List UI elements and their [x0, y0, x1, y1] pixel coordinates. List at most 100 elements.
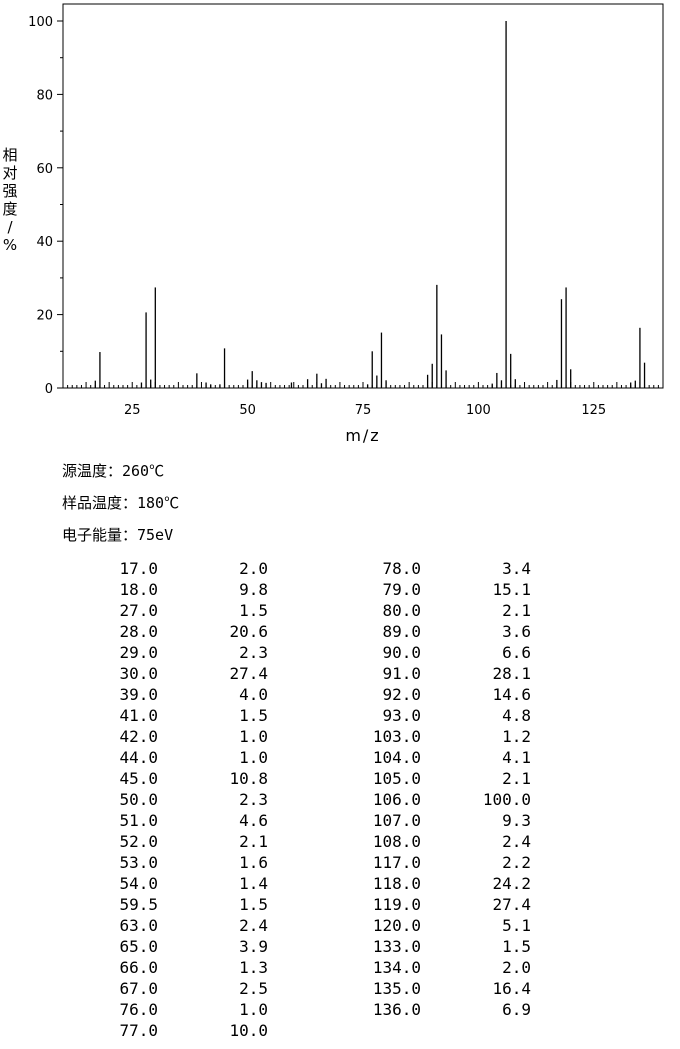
table-mz-left: 50.0	[119, 790, 158, 809]
mass-spectrum-chart: 0 20 40 60 80 100 25 50 75 100 125 m/z 相对强度/%	[2, 3, 664, 445]
table-mz-right: 133.0	[372, 937, 421, 956]
x-tick-label: 125	[581, 403, 606, 418]
y-axis-label: 相对强度/%	[2, 146, 17, 254]
table-intensity-right: 1.2	[502, 727, 531, 746]
table-mz-right: 106.0	[372, 790, 421, 809]
table-intensity-right: 16.4	[492, 979, 531, 998]
table-intensity-left: 1.0	[239, 1000, 268, 1019]
table-intensity-right: 2.2	[502, 853, 531, 872]
table-intensity-left: 20.6	[229, 622, 268, 641]
table-mz-right: 119.0	[372, 895, 421, 914]
table-intensity-right: 2.4	[502, 832, 531, 851]
x-tick-label: 75	[355, 403, 372, 418]
table-mz-right: 103.0	[372, 727, 421, 746]
table-intensity-right: 100.0	[482, 790, 531, 809]
table-intensity-right: 9.3	[502, 811, 531, 830]
table-intensity-right: 2.1	[502, 601, 531, 620]
source-temperature: 源温度：260℃	[62, 462, 165, 480]
y-tick-label: 60	[36, 162, 53, 177]
table-mz-left: 41.0	[119, 706, 158, 725]
table-intensity-right: 6.6	[502, 643, 531, 662]
table-mz-right: 80.0	[382, 601, 421, 620]
table-intensity-left: 2.4	[239, 916, 268, 935]
table-intensity-left: 2.3	[239, 643, 268, 662]
table-mz-right: 78.0	[382, 559, 421, 578]
table-intensity-right: 4.8	[502, 706, 531, 725]
table-mz-left: 67.0	[119, 979, 158, 998]
table-mz-right: 107.0	[372, 811, 421, 830]
table-intensity-right: 2.1	[502, 769, 531, 788]
table-intensity-left: 4.0	[239, 685, 268, 704]
table-intensity-right: 6.9	[502, 1000, 531, 1019]
table-intensity-left: 1.3	[239, 958, 268, 977]
table-mz-left: 30.0	[119, 664, 158, 683]
table-intensity-left: 1.0	[239, 727, 268, 746]
table-mz-left: 54.0	[119, 874, 158, 893]
table-intensity-left: 2.0	[239, 559, 268, 578]
table-mz-right: 93.0	[382, 706, 421, 725]
table-mz-right: 134.0	[372, 958, 421, 977]
y-tick-label: 80	[36, 88, 53, 103]
table-mz-left: 27.0	[119, 601, 158, 620]
table-intensity-right: 3.4	[502, 559, 531, 578]
table-mz-left: 53.0	[119, 853, 158, 872]
table-mz-right: 79.0	[382, 580, 421, 599]
plot-frame	[62, 3, 664, 389]
table-mz-left: 77.0	[119, 1021, 158, 1040]
table-intensity-left: 1.6	[239, 853, 268, 872]
y-tick-label: 100	[28, 15, 53, 30]
table-intensity-left: 1.4	[239, 874, 268, 893]
table-mz-left: 76.0	[119, 1000, 158, 1019]
table-intensity-left: 1.5	[239, 601, 268, 620]
table-mz-right: 108.0	[372, 832, 421, 851]
table-intensity-right: 15.1	[492, 580, 531, 599]
table-mz-left: 51.0	[119, 811, 158, 830]
table-intensity-left: 3.9	[239, 937, 268, 956]
y-tick-label: 0	[45, 382, 53, 397]
table-intensity-left: 2.1	[239, 832, 268, 851]
table-intensity-left: 10.0	[229, 1021, 268, 1040]
table-mz-right: 136.0	[372, 1000, 421, 1019]
table-mz-left: 63.0	[119, 916, 158, 935]
y-tick-label: 40	[36, 235, 53, 250]
table-mz-left: 42.0	[119, 727, 158, 746]
table-intensity-right: 3.6	[502, 622, 531, 641]
table-intensity-left: 2.5	[239, 979, 268, 998]
table-mz-right: 89.0	[382, 622, 421, 641]
table-mz-right: 118.0	[372, 874, 421, 893]
table-intensity-left: 9.8	[239, 580, 268, 599]
table-mz-right: 91.0	[382, 664, 421, 683]
table-mz-left: 65.0	[119, 937, 158, 956]
table-mz-right: 90.0	[382, 643, 421, 662]
table-intensity-right: 24.2	[492, 874, 531, 893]
table-intensity-left: 1.5	[239, 706, 268, 725]
sample-temperature: 样品温度：180℃	[62, 494, 180, 512]
electron-energy: 电子能量：75eV	[62, 526, 174, 544]
table-mz-right: 105.0	[372, 769, 421, 788]
table-intensity-right: 28.1	[492, 664, 531, 683]
table-mz-left: 45.0	[119, 769, 158, 788]
table-mz-left: 17.0	[119, 559, 158, 578]
table-mz-left: 66.0	[119, 958, 158, 977]
x-axis-label: m/z	[345, 426, 380, 445]
x-tick-label: 25	[124, 403, 141, 418]
table-intensity-left: 10.8	[229, 769, 268, 788]
table-intensity-right: 4.1	[502, 748, 531, 767]
table-mz-right: 117.0	[372, 853, 421, 872]
table-mz-left: 44.0	[119, 748, 158, 767]
table-intensity-right: 14.6	[492, 685, 531, 704]
table-mz-left: 52.0	[119, 832, 158, 851]
table-mz-left: 39.0	[119, 685, 158, 704]
y-tick-label: 20	[36, 309, 53, 324]
table-mz-right: 135.0	[372, 979, 421, 998]
table-mz-left: 59.5	[119, 895, 158, 914]
table-mz-left: 28.0	[119, 622, 158, 641]
table-intensity-right: 27.4	[492, 895, 531, 914]
table-mz-left: 29.0	[119, 643, 158, 662]
table-mz-left: 18.0	[119, 580, 158, 599]
table-intensity-right: 1.5	[502, 937, 531, 956]
table-intensity-left: 2.3	[239, 790, 268, 809]
table-intensity-right: 5.1	[502, 916, 531, 935]
table-intensity-left: 1.5	[239, 895, 268, 914]
table-intensity-left: 1.0	[239, 748, 268, 767]
